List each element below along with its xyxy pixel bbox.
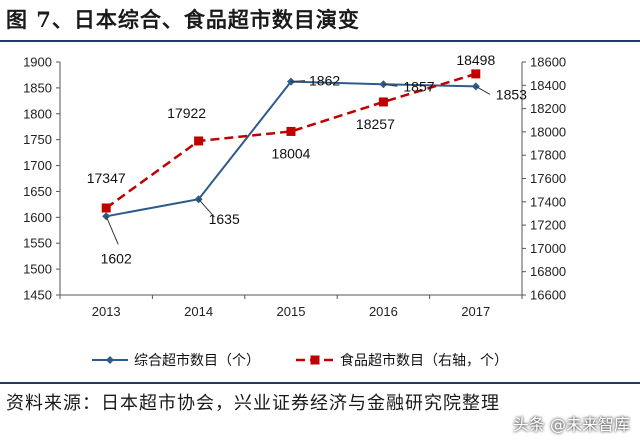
left-tick-label: 1900 — [23, 55, 52, 70]
data-point-square — [378, 97, 388, 107]
data-point-square — [101, 203, 111, 213]
right-tick-label: 18200 — [530, 101, 566, 116]
data-label-general: 1602 — [101, 250, 132, 266]
data-label-general: 1853 — [496, 86, 527, 102]
label-leader-line — [105, 216, 119, 245]
data-point-square — [194, 136, 204, 146]
line-chart: 1450 1500 1550 1600 1650 1700 1750 1800 1850 1900… — [23, 52, 566, 369]
right-tick-label: 17400 — [530, 194, 566, 209]
right-tick-label: 17800 — [530, 148, 566, 163]
data-label-food: 18004 — [272, 145, 311, 161]
data-labels: 1602 1635 1862 1857 1853 17347 17922 18004 18257… — [87, 52, 527, 266]
data-point-square — [471, 69, 481, 79]
left-tick-label: 1450 — [23, 288, 52, 303]
legend-marker-diamond — [106, 356, 114, 364]
left-tick-label: 1650 — [23, 184, 52, 199]
left-tick-label: 1550 — [23, 236, 52, 251]
left-tick-label: 1850 — [23, 80, 52, 95]
left-tick-label: 1500 — [23, 262, 52, 277]
right-tick-label: 16800 — [530, 264, 566, 279]
right-tick-label: 17600 — [530, 171, 566, 186]
chart-legend: 综合超市数目（个） 食品超市数目（右轴，个） — [92, 352, 508, 369]
legend-label-food: 食品超市数目（右轴，个） — [340, 352, 508, 369]
label-leader-line — [383, 83, 398, 87]
left-tick-label: 1700 — [23, 158, 52, 173]
right-tick-label: 18600 — [530, 55, 566, 70]
label-leader-line — [475, 85, 491, 95]
chart-title: 图 7、日本综合、食品超市数目演变 — [6, 7, 360, 32]
legend-label-general: 综合超市数目（个） — [134, 352, 260, 369]
right-tick-label: 18400 — [530, 78, 566, 93]
data-label-general: 1862 — [309, 73, 340, 89]
label-leader-line — [290, 80, 306, 83]
label-leader-line — [198, 198, 215, 218]
x-tick-label: 2016 — [369, 304, 398, 319]
right-tick-label: 17200 — [530, 218, 566, 233]
data-label-general: 1635 — [209, 211, 240, 227]
series-line-food-supermarkets — [105, 72, 477, 209]
data-point-square — [286, 126, 296, 136]
data-label-food: 17922 — [167, 105, 206, 121]
left-tick-label: 1750 — [23, 132, 52, 147]
chart-axes: 1450 1500 1550 1600 1650 1700 1750 1800 1850 1900… — [23, 55, 566, 320]
title-divider — [0, 40, 640, 42]
watermark: 头条 @未来智库 — [512, 415, 630, 434]
x-tick-label: 2014 — [184, 304, 213, 319]
legend-marker-square — [310, 355, 320, 365]
left-tick-label: 1800 — [23, 106, 52, 121]
left-tick-label: 1600 — [23, 210, 52, 225]
right-tick-label: 18000 — [530, 124, 566, 139]
data-label-food: 18498 — [456, 52, 495, 68]
x-tick-label: 2017 — [461, 304, 490, 319]
x-tick-label: 2015 — [277, 304, 306, 319]
source-note: 资料来源：日本超市协会，兴业证券经济与金融研究院整理 — [6, 393, 500, 414]
data-label-food: 18257 — [356, 116, 395, 132]
right-tick-label: 17000 — [530, 241, 566, 256]
data-label-food: 17347 — [87, 170, 126, 186]
x-tick-label: 2013 — [92, 304, 121, 319]
source-divider — [0, 382, 640, 384]
right-tick-label: 16600 — [530, 288, 566, 303]
data-label-general: 1857 — [403, 78, 434, 94]
